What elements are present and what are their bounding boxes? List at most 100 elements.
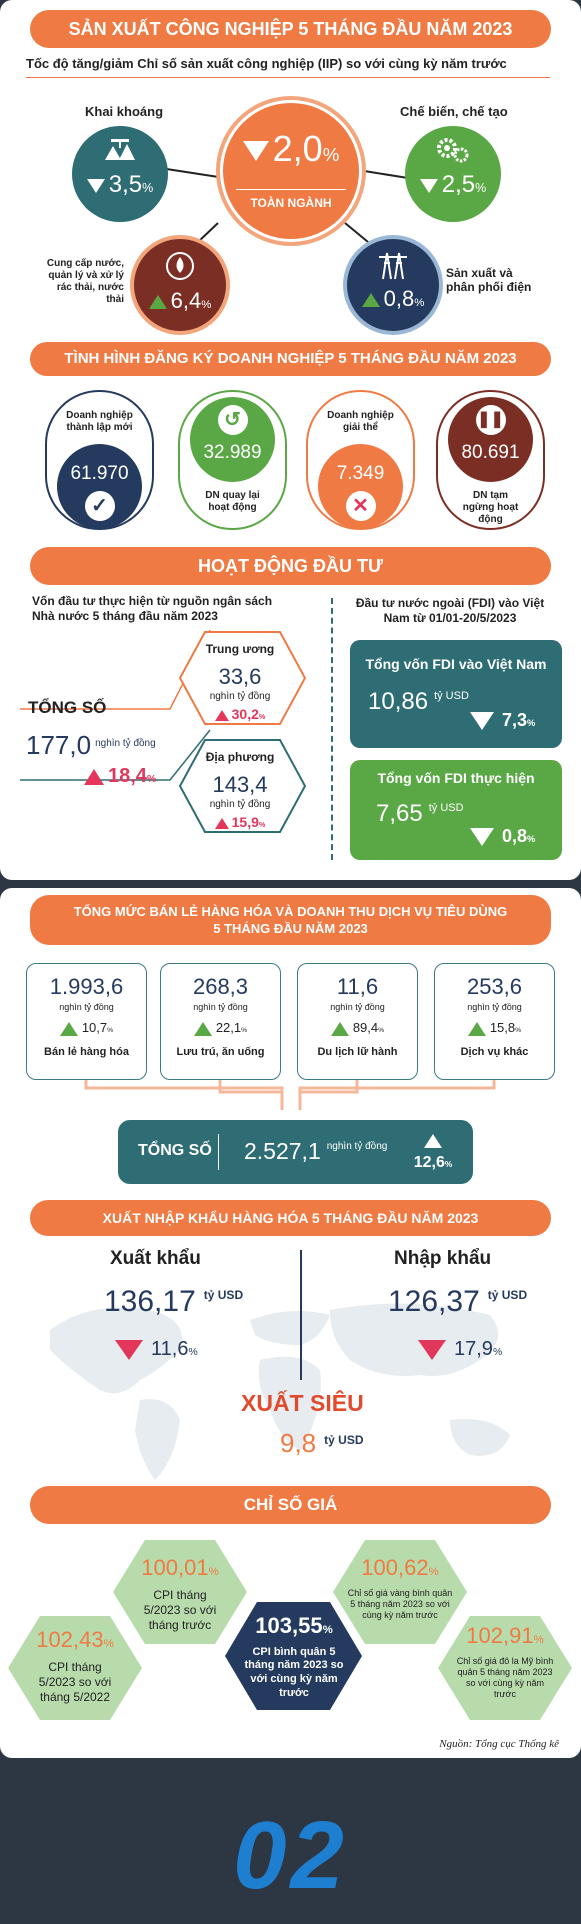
retail-accommodation-box: 268,3 nghìn tỷ đồng 22,1% Lưu trú, ăn uố… [160,963,281,1080]
retail-other-box: 253,6 nghìn tỷ đồng 15,8% Dịch vụ khác [434,963,555,1080]
investment-local-unit: nghìn tỷ đồng [209,798,271,810]
retail-goods-box: 1.993,6 nghìn tỷ đồng 10,7% Bán lẻ hàng … [26,963,147,1080]
cpi-yoy: 102,43% CPI tháng 5/2023 so với tháng 5/2… [15,1626,135,1705]
mining-icon [105,139,135,160]
cpi-avg-unit: % [322,1624,333,1636]
retail-total-value: 2.527,1 [244,1138,321,1164]
retail-connectors [84,1080,496,1110]
cpi-gold: 100,62% Chỉ số giá vàng bình quân 5 tháng… [340,1554,460,1621]
surplus-label: XUẤT SIÊU [241,1390,364,1416]
iip-mining-circle: 3,5% [72,126,168,222]
iip-manufacturing-value: 2,5 [441,171,476,198]
retail-accommodation-unit: nghìn tỷ đồng [193,1002,248,1012]
x-icon: ✕ [345,491,376,521]
retail-total-change-unit: % [444,1159,453,1169]
fdi-total-unit: tỷ USD [434,690,469,702]
retail-total-sep [218,1134,219,1170]
retail-travel-unit: nghìn tỷ đồng [330,1002,385,1012]
retail-title-line1: TỔNG MỨC BÁN LẺ HÀNG HÓA VÀ DOANH THU DỊ… [73,904,508,919]
enterprise-new-label: Doanh nghiệp thành lập mới [66,410,133,433]
investment-total-change-unit: % [146,774,157,785]
enterprise-return-value: 32.989 [203,442,262,463]
trade-title-banner: XUẤT NHẬP KHẨU HÀNG HÓA 5 THÁNG ĐẦU NĂM … [30,1200,551,1236]
fdi-disbursed-change-unit: % [527,834,536,844]
increase-arrow-icon [467,1021,486,1036]
investment-local-change: 15,9 [231,814,259,830]
pause-icon: ❚❚ [475,405,506,435]
surplus-value: 9,8 [280,1428,317,1458]
cpi-mom-unit: % [208,1566,219,1578]
enterprise-return-circle: ↺ 32.989 [190,397,275,482]
investment-total-change-value: 18,4 [108,765,147,787]
iip-total-unit: % [322,144,340,165]
investment-local: Địa phương 143,4 nghìn tỷ đồng 15,9% [190,750,290,832]
retail-accommodation-label: Lưu trú, ăn uống [176,1045,265,1058]
decrease-arrow-icon [242,141,269,162]
retail-travel-change: 89,4 [352,1020,379,1035]
iip-connectors [159,167,409,243]
trade-divider [300,1250,302,1380]
retail-other-unit: nghìn tỷ đồng [467,1002,522,1012]
investment-title-banner: HOẠT ĐỘNG ĐẦU TƯ [30,547,551,585]
iip-manufacturing-unit: % [475,181,487,195]
retail-accommodation-value: 268,3 [192,974,249,999]
fdi-disbursed-change: 0,8 [502,826,528,846]
retail-total-change: 12,6 [413,1154,445,1171]
cpi-usd-label: Chỉ số giá đô la Mỹ bình quân 5 tháng nă… [456,1655,554,1700]
power-tower-icon [379,252,407,280]
fdi-total-box: Tổng vốn FDI vào Việt Nam 10,86 tỷ USD 7,… [350,640,562,748]
page-number: 02 [233,1802,348,1909]
enterprise-paused-circle: ❚❚ 80.691 [448,397,533,482]
iip-power-value: 0,8 [383,286,415,311]
cpi-yoy-unit: % [103,1638,114,1650]
fdi-total-change-unit: % [527,718,536,728]
iip-title-banner: SẢN XUẤT CÔNG NGHIỆP 5 THÁNG ĐẦU NĂM 202… [30,10,551,48]
retail-total-label: TỔNG SỐ [138,1142,212,1159]
retail-goods-change-unit: % [107,1027,114,1034]
cpi-avg: 103,55% CPI bình quân 5 tháng năm 2023 so… [233,1612,355,1701]
retail-goods-change: 10,7 [81,1020,108,1035]
retail-travel-value: 11,6 [336,974,379,999]
increase-arrow-icon [361,293,380,308]
retail-goods-label: Bán lẻ hàng hóa [44,1045,129,1058]
enterprise-return-label: DN quay lại hoạt động [205,490,260,513]
enterprise-new-circle: 61.970 ✓ [57,444,142,529]
retail-goods-value: 1.993,6 [49,974,124,999]
fdi-disbursed-value: 7,65 [376,800,423,827]
enterprise-new-value: 61.970 [70,463,129,484]
fdi-total-change: 7,3 [502,710,528,730]
export-label: Xuất khẩu [110,1248,201,1269]
retail-travel-change-unit: % [378,1027,385,1034]
iip-total-circle: 2,0% TOÀN NGÀNH [223,103,359,239]
investment-local-change-unit: % [258,820,266,829]
increase-arrow-icon [330,1021,349,1036]
iip-manufacturing-circle: 2,5% [405,126,501,222]
gears-icon [437,138,469,163]
cpi-avg-label: CPI bình quân 5 tháng năm 2023 so với cù… [244,1645,344,1699]
import-value: 126,37 [388,1285,480,1318]
investment-central-unit: nghìn tỷ đồng [209,690,271,702]
retail-total-box: TỔNG SỐ 2.527,1 nghìn tỷ đồng 12,6% [118,1120,473,1184]
cpi-gold-unit: % [428,1566,439,1578]
export-change-unit: % [188,1347,198,1358]
export-change: 11,6 [151,1338,189,1360]
decrease-arrow-icon [470,712,494,731]
investment-central-change: 30,2 [231,706,259,722]
import-unit: tỷ USD [487,1288,528,1302]
fdi-disbursed-box: Tổng vốn FDI thực hiện 7,65 tỷ USD 0,8% [350,760,562,860]
import-change: 17,9 [454,1338,493,1360]
retail-accommodation-change: 22,1 [215,1020,242,1035]
investment-hexagons [20,630,307,833]
investment-central: Trung ương 33,6 nghìn tỷ đồng 30,2% [190,642,290,724]
investment-central-label: Trung ương [205,642,275,656]
investment-right-title: Đầu tư nước ngoài (FDI) vào Việt Nam từ … [355,596,545,625]
iip-water-label: Cung cấp nước, quản lý và xử lý rác thải… [46,258,124,305]
fdi-disbursed-label: Tổng vốn FDI thực hiện [377,770,535,786]
iip-subtitle-rule [26,77,550,78]
retail-accommodation-change-unit: % [241,1027,248,1034]
cpi-mom: 100,01% CPI tháng 5/2023 so với tháng trư… [120,1554,240,1633]
increase-arrow-icon [59,1021,78,1036]
retail-total-unit: nghìn tỷ đồng [326,1141,388,1152]
investment-total-unit: nghìn tỷ đồng [95,738,156,749]
source-note: Nguồn: Tổng cục Thống kê [439,1738,559,1750]
